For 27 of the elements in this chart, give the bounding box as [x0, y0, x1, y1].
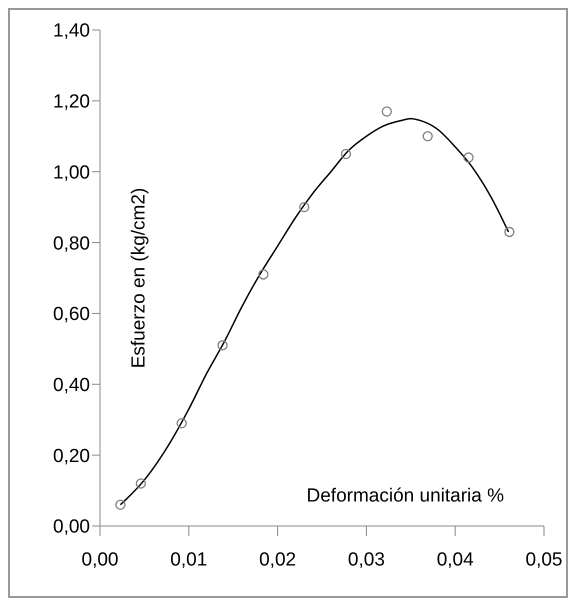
point — [217, 340, 228, 350]
x-tick-label: 0,04 — [436, 549, 474, 570]
x-tick-label: 0,05 — [526, 549, 562, 570]
point — [136, 478, 146, 489]
point — [382, 106, 392, 117]
y-tick-label: 0,40 — [53, 375, 90, 396]
point — [115, 500, 126, 510]
x-axis-title: Deformación unitaria % — [306, 485, 504, 506]
point — [299, 202, 310, 212]
point — [463, 152, 474, 163]
x-tick-label: 0,00 — [82, 549, 118, 570]
x-tick-label: 0,03 — [348, 549, 385, 570]
point — [176, 418, 187, 428]
point — [504, 226, 515, 238]
point — [422, 131, 433, 142]
y-tick-label: 0,60 — [53, 304, 90, 326]
y-tick-label: 1,00 — [53, 162, 90, 184]
y-tick-label: 1,20 — [53, 92, 90, 113]
x-tick-label: 0,02 — [259, 549, 296, 570]
point — [258, 269, 269, 280]
point — [340, 148, 352, 160]
y-tick-label: 1,40 — [53, 20, 90, 42]
y-axis-title: Esfuerzo en (kg/cm2) — [128, 188, 150, 368]
x-tick-label: 0,01 — [170, 549, 208, 570]
y-tick-label: 0,20 — [53, 446, 90, 467]
y-tick-label: 0,00 — [53, 516, 90, 538]
y-tick-label: 0,80 — [53, 233, 90, 254]
